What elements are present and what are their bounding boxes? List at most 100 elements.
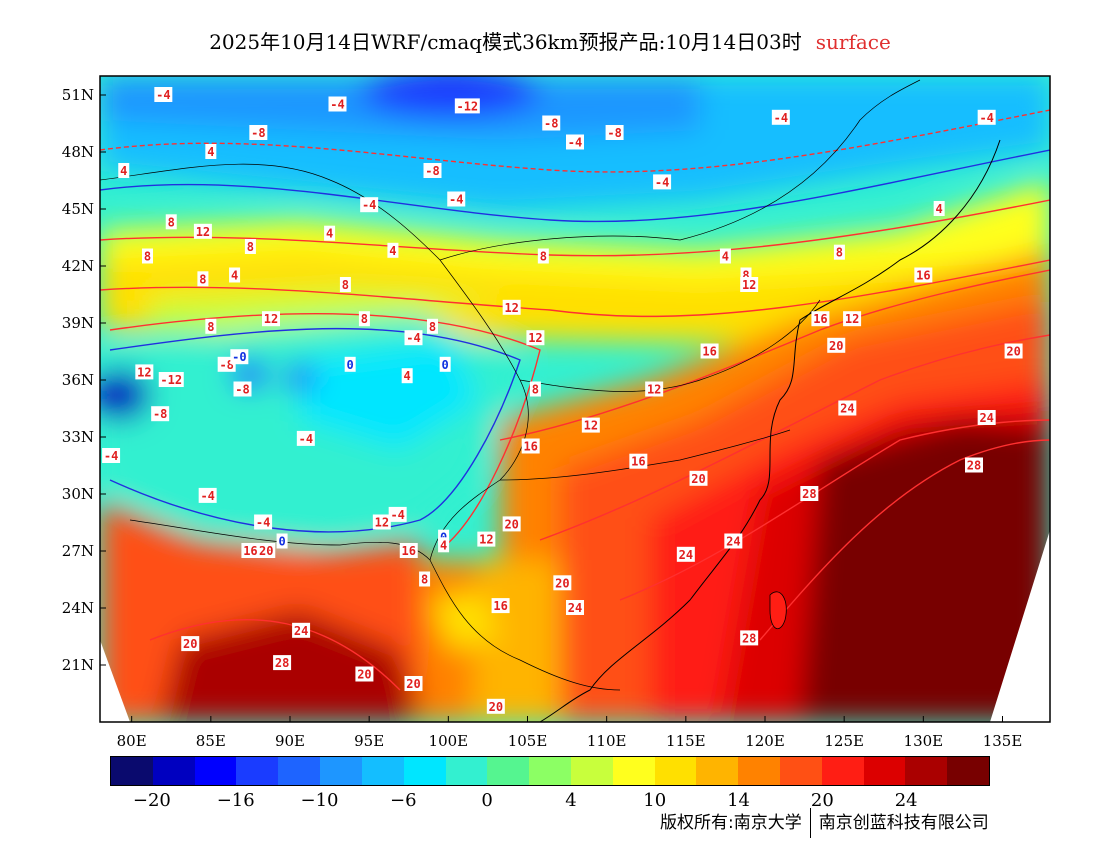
contour-label: 20 [502, 516, 521, 532]
svg-text:-4: -4 [104, 449, 118, 463]
colorbar-cell [780, 757, 822, 785]
colorbar-cell [487, 757, 530, 785]
contour-label: -0 [230, 349, 249, 365]
map-title: 2025年10月14日WRF/cmaq模式36km预报产品:10月14日03时 s… [0, 26, 1100, 55]
colorbar-labels: −20 −16 −10 −6 0 4 10 14 20 24 [110, 790, 990, 814]
longitude-axis: 80E 85E 90E 95E 100E 105E 110E 115E 120E 125E 130E… [117, 716, 1023, 750]
svg-text:-4: -4 [330, 98, 344, 112]
contour-label: 12 [740, 277, 759, 292]
colorbar-cell [194, 757, 237, 785]
svg-text:12: 12 [504, 301, 518, 315]
contour-label: -4 [566, 134, 584, 150]
colorbar-label: −16 [216, 790, 255, 811]
contour-label: 0 [439, 356, 451, 372]
contour-label: 12 [193, 223, 212, 239]
svg-text:8: 8 [207, 320, 214, 334]
lon-tick-label: 135E [983, 732, 1023, 750]
svg-text:8: 8 [532, 383, 539, 397]
lat-tick-label: 36N [62, 371, 94, 389]
lon-tick-label: 95E [354, 732, 384, 750]
contour-label: 8 [205, 318, 217, 334]
svg-text:8: 8 [342, 278, 349, 292]
svg-text:4: 4 [231, 269, 238, 283]
colorbar-cell [152, 757, 195, 785]
colorbar-cell [236, 757, 279, 785]
map-frame [99, 75, 1051, 723]
contour-label: -4 [198, 487, 217, 503]
contour-label: -8 [605, 125, 624, 140]
lat-tick-label: 24N [62, 599, 94, 617]
svg-text:-12: -12 [160, 373, 182, 387]
svg-text:20: 20 [259, 544, 273, 558]
svg-text:12: 12 [528, 331, 542, 345]
svg-text:-4: -4 [362, 198, 376, 212]
svg-text:24: 24 [679, 548, 693, 562]
contour-label: 8 [537, 248, 549, 264]
svg-text:0: 0 [442, 358, 449, 372]
lat-tick-label: 45N [62, 200, 94, 218]
svg-text:12: 12 [196, 225, 210, 239]
contour-label: -4 [328, 96, 347, 112]
svg-text:28: 28 [802, 487, 816, 501]
contour-label: 12 [645, 381, 664, 397]
contour-label: 8 [244, 239, 256, 254]
colorbar-cell [111, 757, 153, 785]
svg-text:24: 24 [568, 601, 582, 615]
svg-text:16: 16 [813, 312, 827, 326]
lat-tick-label: 27N [62, 542, 94, 560]
svg-text:16: 16 [916, 269, 930, 283]
contour-label: 24 [838, 400, 857, 416]
lat-tick-label: 21N [62, 656, 94, 674]
contour-label: 4 [719, 248, 731, 264]
svg-text:8: 8 [429, 320, 436, 334]
contour-label: 20 [181, 636, 200, 652]
svg-text:24: 24 [726, 535, 740, 549]
svg-text:-4: -4 [200, 489, 214, 503]
colorbar-cell [863, 757, 906, 785]
svg-text:28: 28 [275, 656, 289, 670]
contour-label: -8 [542, 115, 561, 131]
svg-text:-4: -4 [406, 331, 420, 345]
svg-text:-8: -8 [235, 383, 249, 397]
svg-text:12: 12 [742, 278, 756, 292]
svg-text:8: 8 [421, 573, 428, 587]
colorbar-label: 0 [481, 790, 493, 811]
contour-label: 24 [566, 600, 584, 615]
contour-label: 12 [135, 364, 154, 380]
contour-label: 20 [257, 543, 276, 558]
lat-tick-label: 42N [62, 257, 94, 275]
svg-text:-4: -4 [979, 111, 993, 125]
svg-text:-4: -4 [156, 88, 170, 102]
svg-text:-4: -4 [655, 175, 669, 189]
lon-tick-label: 100E [429, 732, 469, 750]
svg-text:-4: -4 [390, 508, 404, 522]
lat-tick-label: 48N [62, 143, 94, 161]
contour-label: 8 [740, 267, 752, 283]
colorbar-cell [278, 757, 321, 785]
contour-label: -4 [404, 330, 423, 346]
contour-label: -4 [388, 506, 407, 522]
svg-text:-12: -12 [456, 99, 478, 113]
svg-text:20: 20 [555, 576, 569, 590]
contour-label: 8 [419, 571, 431, 587]
svg-text:20: 20 [406, 677, 420, 691]
colorbar-cell [947, 757, 990, 785]
contour-label: 8 [165, 214, 177, 230]
contour-label: 20 [486, 698, 505, 714]
svg-text:0: 0 [347, 358, 354, 372]
lon-tick-label: 130E [904, 732, 944, 750]
svg-text:4: 4 [404, 369, 411, 383]
svg-text:-8: -8 [251, 126, 265, 140]
copyright-left: 版权所有:南京大学 [660, 813, 802, 833]
colorbar-cell [403, 757, 446, 785]
contour-label: -4 [154, 87, 173, 102]
contour-label: 16 [629, 453, 648, 469]
contour-label: 8 [142, 248, 153, 264]
lat-tick-label: 33N [62, 428, 94, 446]
lat-tick-label: 30N [62, 485, 94, 503]
svg-text:12: 12 [137, 365, 151, 379]
svg-text:24: 24 [979, 411, 993, 425]
copyright-separator [809, 808, 811, 838]
colorbar-label: 24 [894, 790, 918, 811]
